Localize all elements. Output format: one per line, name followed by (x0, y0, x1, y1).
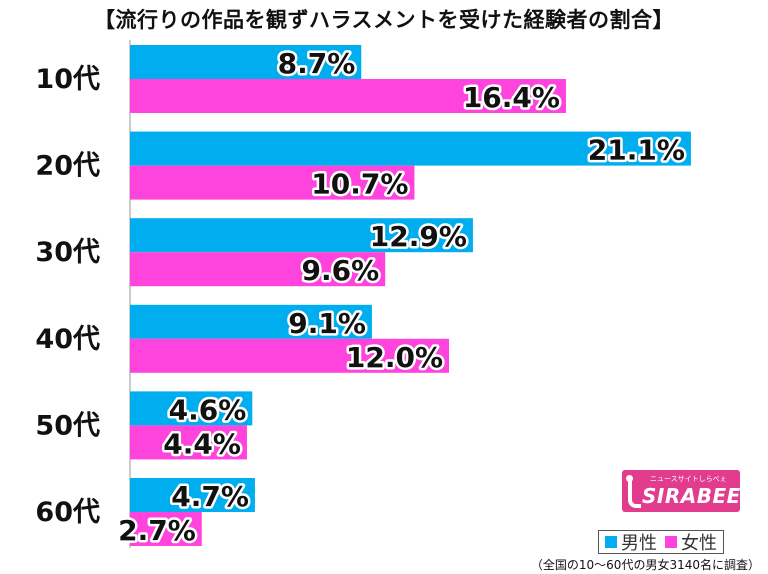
logo-tagline: ニュースサイトしらべぇ (650, 475, 727, 483)
logo-hook-icon (628, 480, 641, 508)
legend: 男性 女性 (598, 530, 724, 554)
bar-male-40 (130, 304, 372, 339)
data-label-male-50: 4.6% (169, 393, 247, 426)
category-label-20: 20代 (35, 151, 100, 182)
bar-male-10 (130, 45, 362, 79)
data-label-female-40: 12.0% (346, 341, 443, 374)
category-label-40: 40代 (35, 324, 100, 355)
bar-female-30 (130, 252, 386, 287)
legend-item-female: 女性 (665, 529, 717, 555)
survey-footnote: （全国の10〜60代の男女3140名に調査） (530, 558, 760, 572)
bar-male-50 (130, 391, 253, 426)
data-label-male-10: 8.7% (278, 47, 356, 80)
bar-male-30 (130, 218, 473, 253)
bar-female-40 (130, 338, 449, 373)
legend-item-male: 男性 (605, 529, 657, 555)
data-label-male-20: 21.1% (588, 134, 685, 167)
bar-female-60 (130, 512, 202, 546)
data-label-male-60: 4.7% (171, 480, 249, 513)
bar-female-10 (130, 79, 566, 113)
legend-swatch-female (665, 536, 677, 548)
data-label-female-50: 4.4% (163, 427, 241, 460)
sirabee-logo: ニュースサイトしらべぇ SIRABEE (622, 470, 740, 512)
data-label-female-20: 10.7% (311, 168, 408, 201)
data-label-male-30: 12.9% (370, 220, 467, 253)
data-label-female-30: 9.6% (302, 254, 380, 287)
category-label-60: 60代 (35, 497, 100, 528)
bar-male-20 (130, 131, 691, 166)
data-label-male-40: 9.1% (288, 307, 366, 340)
bar-female-20 (130, 165, 415, 200)
category-label-10: 10代 (35, 64, 100, 95)
category-label-50: 50代 (35, 410, 100, 441)
legend-label-female: 女性 (681, 533, 717, 554)
data-label-female-60: 2.7% (118, 514, 196, 547)
bar-male-60 (130, 478, 255, 512)
legend-label-male: 男性 (621, 533, 657, 554)
bar-female-50 (130, 425, 247, 460)
legend-swatch-male (605, 536, 617, 548)
logo-dot-icon (626, 475, 633, 482)
logo-wordmark: SIRABEE (642, 484, 740, 508)
chart-title: 【流行りの作品を観ずハラスメントを受けた経験者の割合】 (93, 8, 675, 32)
data-label-female-10: 16.4% (463, 81, 560, 114)
category-label-30: 30代 (35, 237, 100, 268)
